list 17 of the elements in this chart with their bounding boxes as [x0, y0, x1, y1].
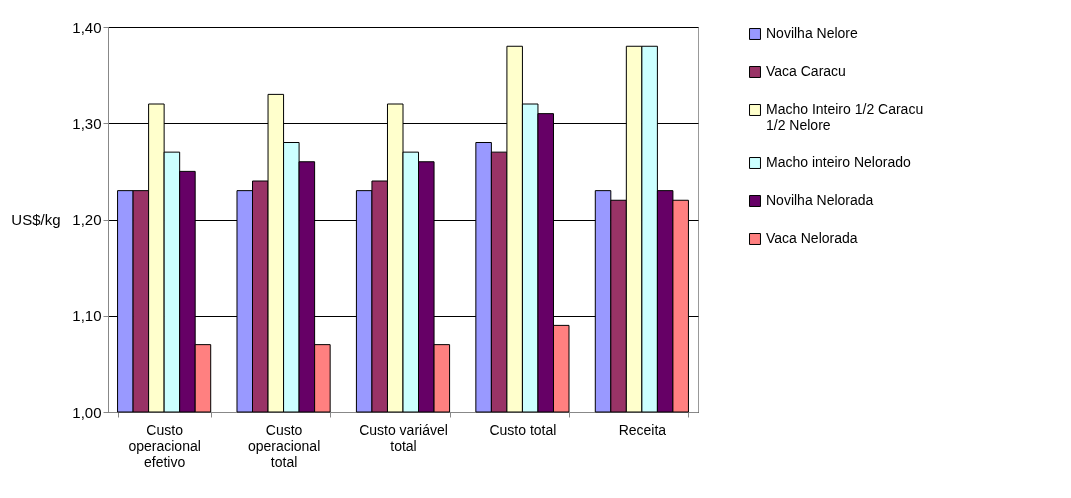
x-tick-label: Custo operacional efetivo [128, 421, 201, 470]
y-tick-label: 1,40 [72, 18, 102, 36]
y-tick-label: 1,20 [72, 211, 102, 228]
y-tick-label: 1,10 [72, 307, 102, 325]
legend-label: Novilha Nelorada [766, 192, 874, 208]
x-tick-label: Receita [618, 421, 667, 438]
y-tick-label: 1,30 [72, 114, 102, 132]
y-tick-label: 1,00 [72, 403, 102, 421]
x-tick-label: Custo variável total [359, 421, 448, 454]
legend-label: Novilha Nelore [766, 25, 859, 41]
legend-label: Vaca Caracu [766, 63, 846, 79]
x-tick-label: Custo total [489, 421, 557, 438]
legend-label: Macho Inteiro 1/2 Caracu 1/2 Nelore [766, 101, 924, 133]
legend-label: Vaca Nelorada [766, 230, 858, 246]
legend-label: Macho inteiro Nelorado [766, 154, 911, 170]
y-axis-title: US$/kg [11, 211, 61, 228]
x-tick-label: Custo operacional total [247, 421, 321, 470]
